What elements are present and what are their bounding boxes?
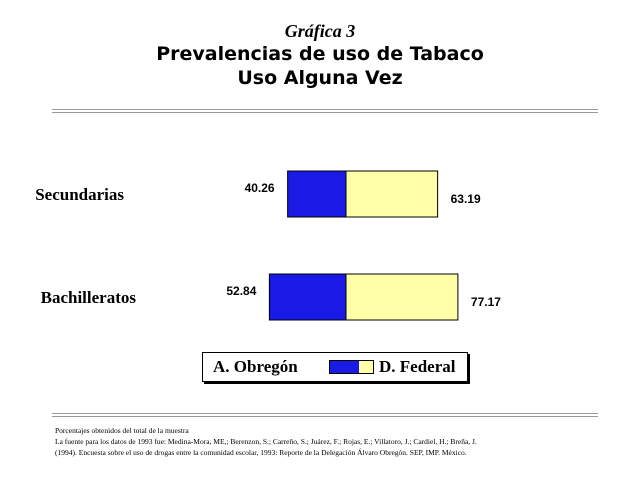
category-label-secundarias: Secundarias	[35, 185, 124, 204]
category-label-bachilleratos: Bachilleratos	[41, 288, 137, 307]
legend-label-d-federal: D. Federal	[379, 357, 456, 376]
legend: A. Obregón D. Federal	[202, 352, 468, 382]
bar-d-federal-secundarias	[345, 170, 439, 218]
bar-a-obregon-secundarias	[287, 170, 347, 218]
top-divider	[52, 109, 598, 113]
bar-chart: Secundarias 40.26 63.19 Bachilleratos 52.84 7…	[35, 170, 501, 321]
footnote: Porcentajes obtenidos del total de la mu…	[55, 425, 615, 458]
bar-d-federal-bachilleratos	[345, 273, 459, 321]
legend-swatch-d-federal	[359, 360, 374, 374]
title-block: Gráfica 3 Prevalencias de uso de Tabaco …	[0, 20, 640, 90]
footnote-line-2: La fuente para los datos de 1993 fue: Me…	[55, 437, 477, 446]
value-label-a-obregon-secundarias: 40.26	[245, 181, 275, 195]
bar-a-obregon-bachilleratos	[268, 273, 347, 321]
value-label-a-obregon-bachilleratos: 52.84	[226, 284, 256, 298]
value-label-d-federal-secundarias: 63.19	[451, 192, 481, 206]
bottom-divider	[52, 413, 598, 417]
legend-label-a-obregon: A. Obregón	[213, 357, 298, 376]
chart-title: Prevalencias de uso de Tabaco	[156, 43, 484, 65]
legend-swatch-a-obregon	[329, 360, 361, 374]
footnote-line-3: (1994). Encuesta sobre el uso de drogas …	[55, 448, 467, 457]
chart-subtitle: Uso Alguna Vez	[237, 67, 403, 89]
chart-number: Gráfica 3	[284, 21, 356, 41]
footnote-line-1: Porcentajes obtenidos del total de la mu…	[55, 426, 189, 435]
value-label-d-federal-bachilleratos: 77.17	[471, 295, 501, 309]
